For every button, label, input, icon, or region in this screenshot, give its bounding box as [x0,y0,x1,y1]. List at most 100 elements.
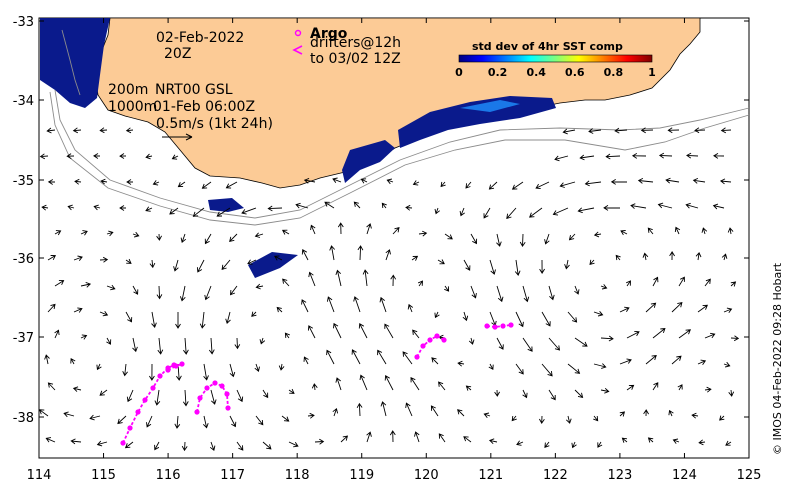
x-tick-label: 117 [220,468,245,483]
velocity-arrow [541,311,551,327]
velocity-arrow [154,389,161,406]
velocity-arrow [181,441,188,452]
x-tick-label: 124 [672,468,697,483]
velocity-arrow [574,389,584,398]
velocity-arrow [668,409,674,417]
velocity-arrow [589,259,595,266]
velocity-arrow [351,349,361,365]
velocity-arrow [614,127,628,134]
scale-label: 0.5m/s (1kt 24h) [156,116,273,132]
velocity-arrow [99,389,108,396]
velocity-arrow [468,337,475,345]
velocity-arrow [562,128,576,135]
velocity-arrow [615,254,621,261]
velocity-arrow [175,312,181,329]
velocity-arrow [384,323,394,339]
velocity-arrow [544,441,550,448]
velocity-arrow [431,357,439,365]
velocity-arrow [236,389,244,403]
velocity-arrow [73,255,83,261]
velocity-arrow [70,438,82,445]
velocity-arrow [392,226,400,235]
velocity-arrow [488,181,498,190]
velocity-arrow [63,411,75,418]
velocity-arrow [301,299,309,313]
x-tick-label: 125 [737,468,762,483]
product-label: NRT00 GSL [155,82,233,98]
velocity-arrow [642,252,649,261]
velocity-arrow [496,233,502,247]
x-tick-label: 121 [478,468,503,483]
velocity-arrow [380,401,387,417]
velocity-arrow [152,180,160,186]
colorbar-gradient [458,54,653,63]
velocity-arrow [353,201,361,209]
velocity-arrow [262,389,269,399]
drifter-position [420,343,426,349]
velocity-arrow [80,281,92,288]
y-tick-label: -33 [13,15,34,30]
velocity-arrow [619,306,630,313]
velocity-arrow [626,384,635,391]
colorbar-ticks: 0 0.2 0.4 0.6 0.8 1 [455,66,656,79]
drifter-position [179,361,185,367]
velocity-arrow [674,226,681,235]
x-tick-label: 123 [607,468,632,483]
drifter-position [127,425,133,431]
velocity-arrow [657,202,673,209]
velocity-arrow [600,284,608,290]
velocity-arrow [593,363,607,369]
velocity-arrow [619,358,632,365]
velocity-arrow [720,127,732,134]
velocity-arrow [658,152,673,159]
velocity-arrow [173,259,179,272]
velocity-arrow [301,249,309,261]
velocity-arrow [54,329,60,339]
velocity-arrow [548,337,561,351]
x-tick-label: 114 [27,468,52,483]
velocity-arrow [568,233,576,241]
velocity-arrow [652,327,666,339]
velocity-arrow [183,337,189,355]
velocity-arrow [665,177,680,184]
velocity-arrow [567,363,581,374]
argo-marker-icon [294,29,302,37]
velocity-arrow [47,255,57,261]
velocity-arrow [282,278,290,287]
velocity-arrow [640,127,654,134]
velocity-arrow [444,285,450,292]
velocity-arrow [603,205,621,211]
scale-arrow [162,133,193,141]
velocity-arrow [177,181,186,188]
velocity-arrow [685,202,699,209]
velocity-arrow [254,363,260,373]
sst-patches [40,18,556,278]
drifter-position [197,395,203,401]
velocity-arrow [229,415,237,428]
velocity-arrow [288,388,295,394]
velocity-arrow [412,180,420,186]
velocity-arrow [132,285,139,295]
velocity-arrow [488,363,494,371]
velocity-arrow [544,233,550,245]
velocity-arrow [96,440,108,447]
velocity-arrow [356,402,363,417]
velocity-arrow [335,269,342,287]
velocity-arrow [719,415,725,421]
velocity-arrow [494,389,500,397]
velocity-arrow [597,441,603,448]
drifter-legend: Argo drifters@12h to 03/02 12Z [292,26,401,67]
velocity-arrow [326,349,335,365]
velocity-arrow [229,233,238,243]
velocity-arrow [730,281,737,287]
velocity-arrow [405,204,413,211]
velocity-arrow [647,227,654,235]
velocity-arrow [216,207,231,217]
velocity-arrow [132,337,138,353]
velocity-arrow [402,351,413,365]
velocity-arrow [126,389,134,403]
velocity-arrow [411,255,419,261]
x-tick-label: 116 [156,468,181,483]
velocity-arrow [593,311,604,317]
velocity-arrow [691,412,699,419]
